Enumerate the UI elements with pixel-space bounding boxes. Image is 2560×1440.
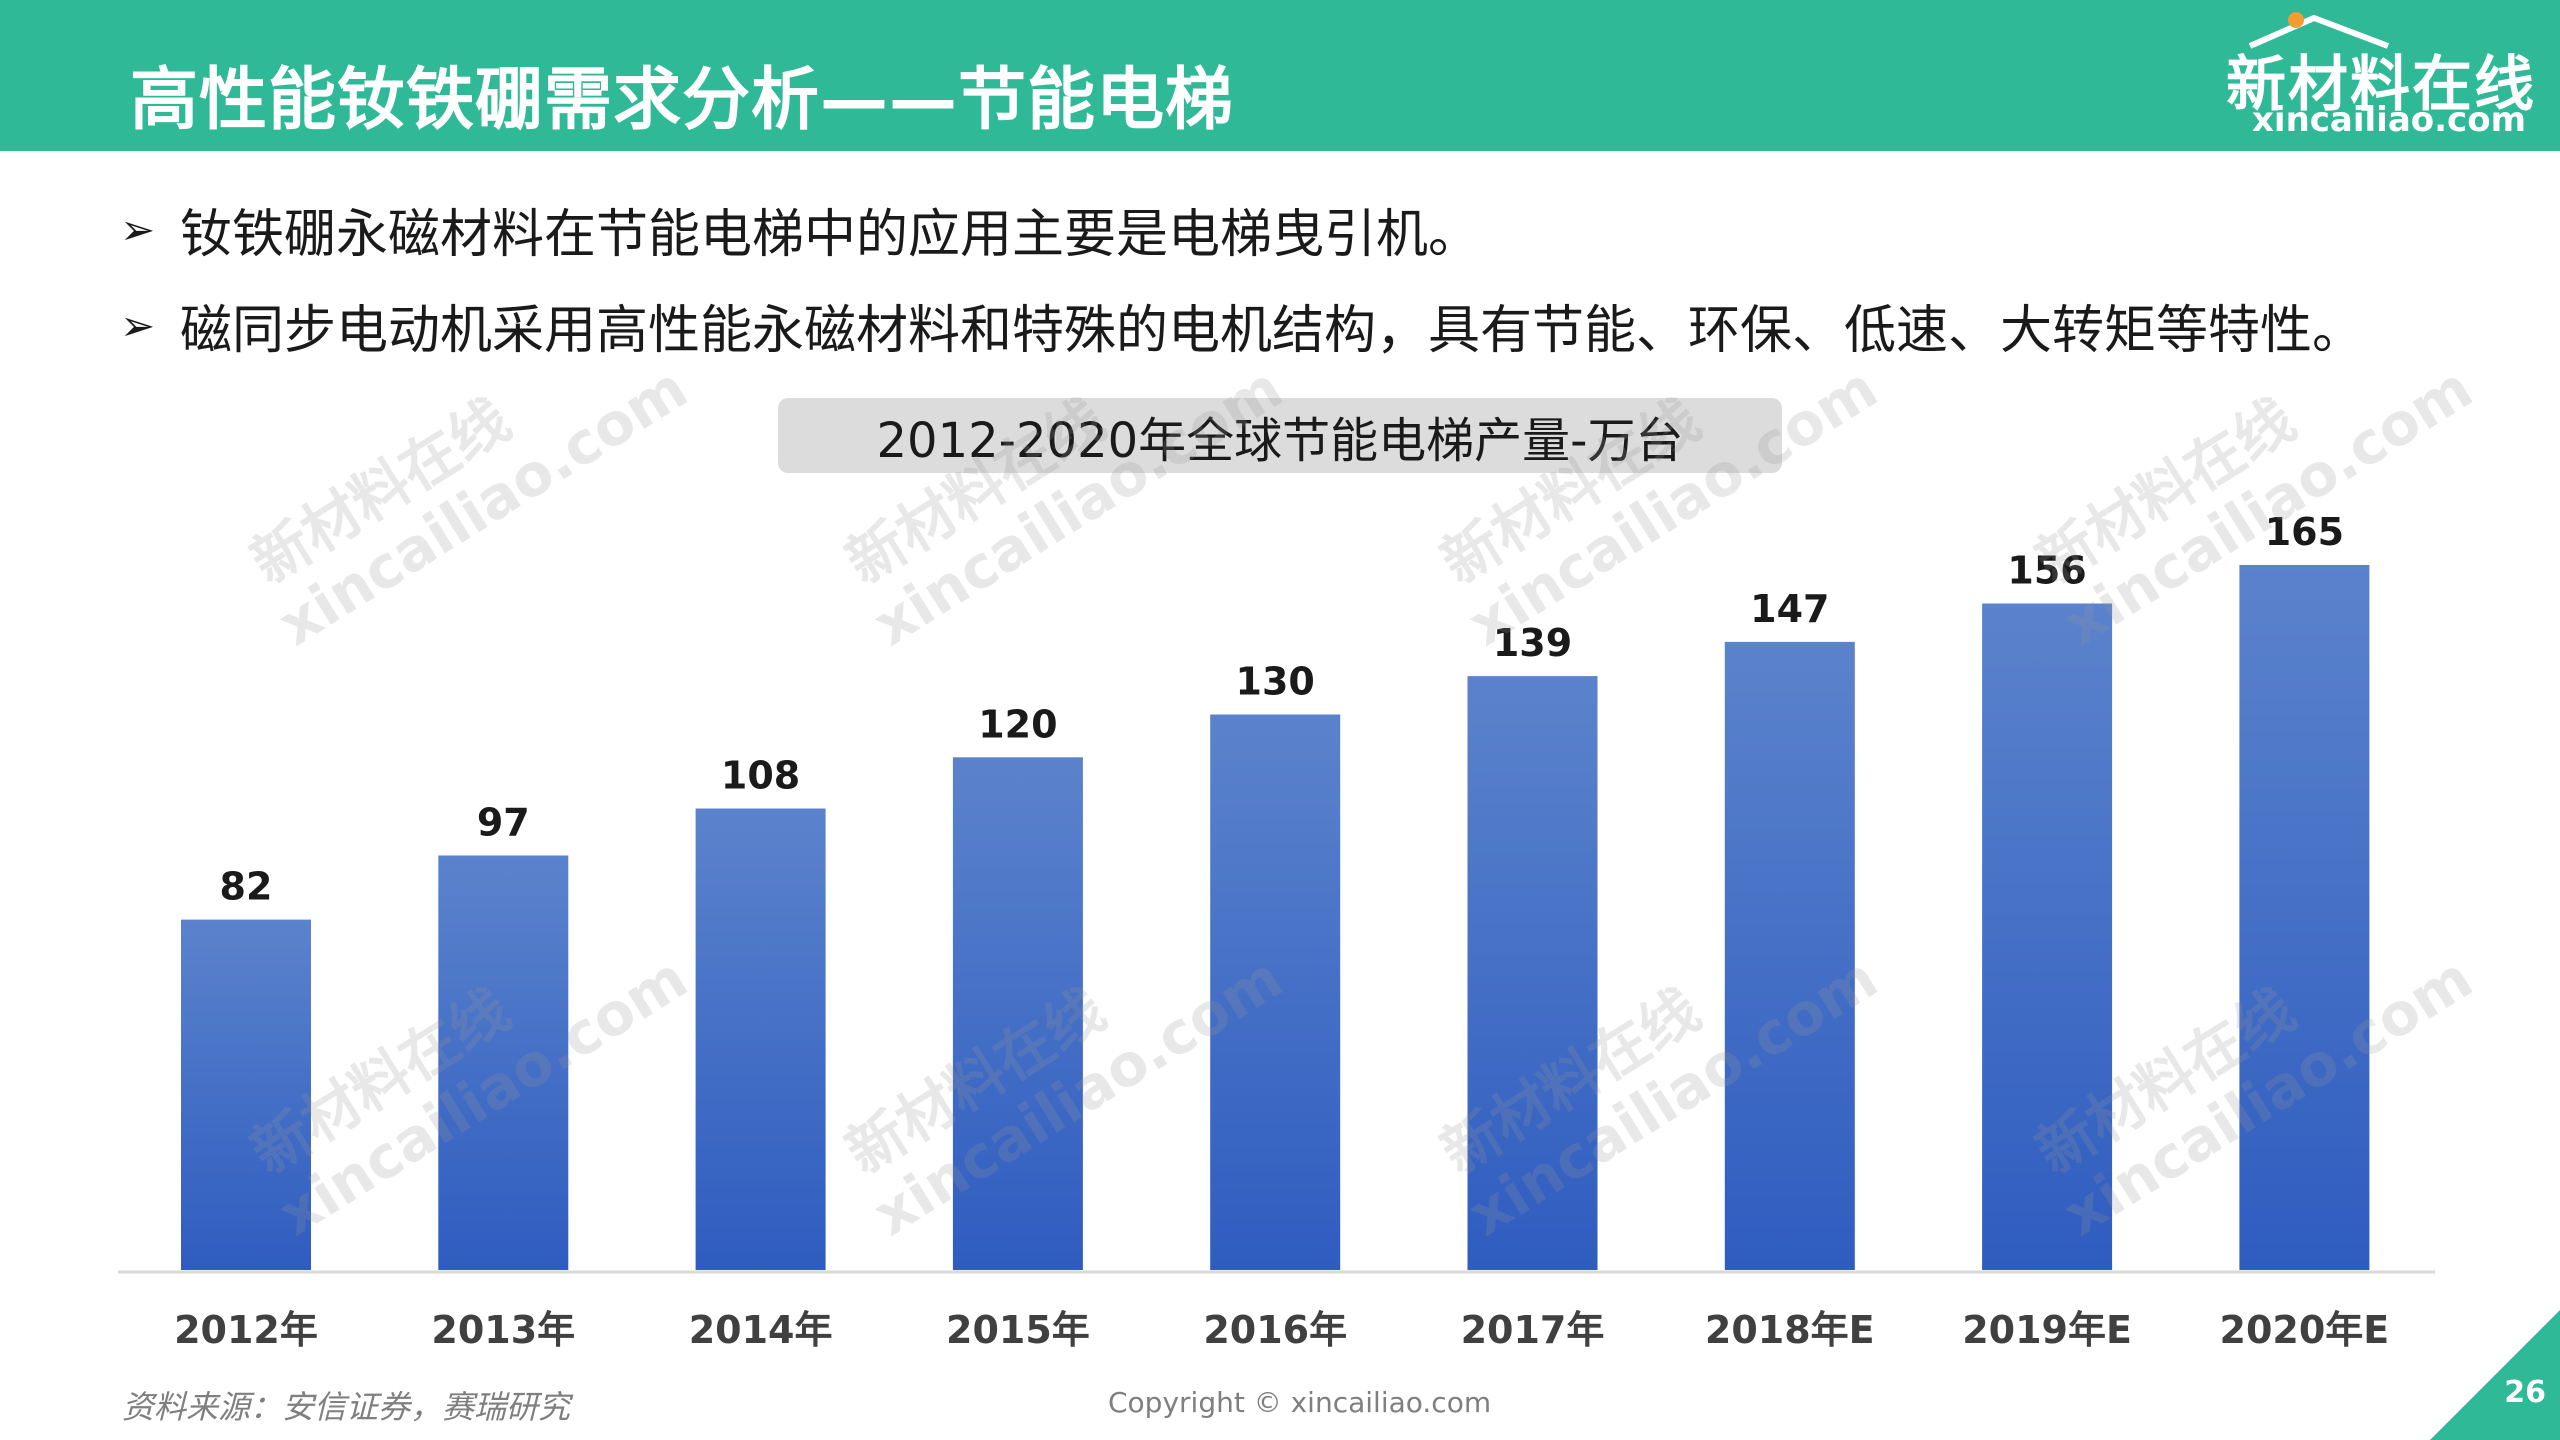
data-label: 147 <box>1750 587 1829 631</box>
logo-text-cn: 新材料在线 <box>2226 50 2536 120</box>
x-tick-label: 2020年E <box>2220 1308 2390 1352</box>
arrow-bullet-icon: ➢ <box>120 205 156 254</box>
bar-2013年 <box>438 855 569 1270</box>
data-label: 139 <box>1493 621 1572 665</box>
x-tick-label: 2017年 <box>1461 1308 1605 1352</box>
x-tick-label: 2013年 <box>431 1308 575 1352</box>
copyright-note: Copyright © xincailiao.com <box>1108 1386 1492 1419</box>
bar-2015年 <box>952 757 1083 1270</box>
x-tick-label: 2019年E <box>1962 1308 2132 1352</box>
data-label: 130 <box>1236 660 1315 704</box>
bullet-text: 磁同步电动机采用高性能永磁材料和特殊的电机结构，具有节能、环保、低速、大转矩等特… <box>180 301 2365 361</box>
data-label: 82 <box>220 865 273 909</box>
data-label: 165 <box>2265 510 2344 554</box>
chart-title: 2012-2020年全球节能电梯产量-万台 <box>778 398 1782 473</box>
logo-dot-icon <box>2288 12 2304 28</box>
bullet-item: ➢ 钕铁硼永磁材料在节能电梯中的应用主要是电梯曳引机。 <box>120 192 1480 267</box>
bar-2016年 <box>1210 714 1341 1270</box>
bullet-item: ➢ 磁同步电动机采用高性能永磁材料和特殊的电机结构，具有节能、环保、低速、大转矩… <box>120 288 2364 363</box>
x-tick-label: 2012年 <box>174 1308 318 1352</box>
data-label: 120 <box>978 702 1057 746</box>
data-label: 97 <box>477 801 530 845</box>
bullet-text: 钕铁硼永磁材料在节能电梯中的应用主要是电梯曳引机。 <box>180 205 1481 265</box>
page-number: 26 <box>2504 1375 2546 1410</box>
x-tick-label: 2014年 <box>689 1308 833 1352</box>
data-label: 156 <box>2007 549 2086 593</box>
bar-2019年E <box>1982 603 2113 1270</box>
source-note: 资料来源：安信证券，赛瑞研究 <box>122 1388 571 1426</box>
brand-logo: 新材料在线 xincailiao.com <box>2226 10 2536 140</box>
bar-2012年 <box>181 919 311 1270</box>
bar-2014年 <box>695 808 826 1270</box>
bar-2017年 <box>1467 676 1598 1270</box>
header-bar: 高性能钕铁硼需求分析——节能电梯 新材料在线 xincailiao.com <box>0 0 2560 151</box>
page-corner-triangle <box>2430 1310 2560 1440</box>
page-title: 高性能钕铁硼需求分析——节能电梯 <box>130 61 1235 140</box>
x-tick-label: 2016年 <box>1203 1308 1347 1352</box>
logo-text-en: xincailiao.com <box>2251 100 2526 140</box>
roof-icon <box>2248 15 2390 49</box>
bar-2020年E <box>2239 565 2370 1270</box>
x-tick-label: 2015年 <box>946 1308 1090 1352</box>
arrow-bullet-icon: ➢ <box>120 301 156 350</box>
x-tick-label: 2018年E <box>1705 1308 1875 1352</box>
data-label: 108 <box>721 754 800 798</box>
bar-2018年E <box>1724 641 1855 1270</box>
